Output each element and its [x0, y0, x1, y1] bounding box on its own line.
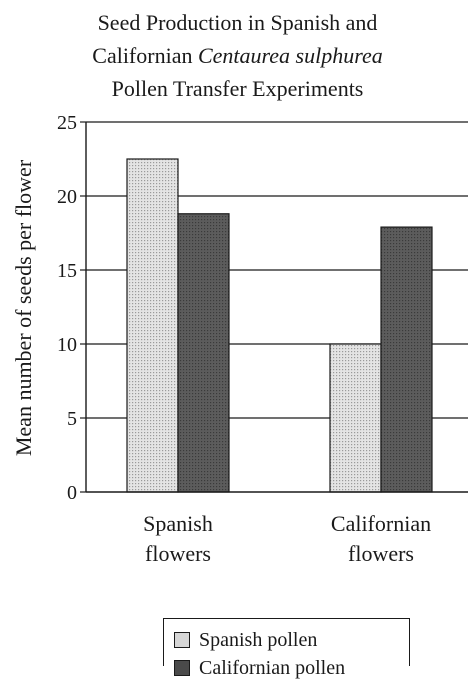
y-tick-label-25: 25 — [57, 112, 77, 134]
legend: Spanish pollen Californian pollen — [163, 618, 410, 679]
bar-californian-pollen-0 — [177, 213, 230, 493]
chart-title-line-2: Californian Centaurea sulphurea — [0, 39, 475, 72]
legend-item-californian-pollen: Californian pollen — [174, 657, 345, 679]
legend-swatch-californian-pollen — [174, 660, 190, 676]
y-axis-label: Mean number of seeds per flower — [11, 159, 36, 456]
chart-title-line-1: Seed Production in Spanish and — [97, 10, 378, 35]
y-tick-label-0: 0 — [67, 482, 77, 504]
legend-label-spanish-pollen: Spanish pollen — [199, 628, 318, 651]
bar-spanish-pollen-1 — [329, 343, 382, 493]
bar-chart: 0 5 10 15 20 25 Spanish flowers Californian flow… — [11, 112, 468, 566]
legend-swatch-spanish-pollen — [174, 632, 190, 648]
y-tick-label-5: 5 — [67, 408, 77, 430]
y-tick-label-20: 20 — [57, 186, 77, 208]
x-tick-label-1-1: flowers — [348, 541, 414, 566]
legend-label-californian-pollen: Californian pollen — [199, 656, 346, 679]
bar-spanish-pollen-0 — [126, 158, 179, 493]
y-tick-labels: 0 5 10 15 20 25 — [57, 112, 77, 504]
chart-title: Seed Production in Spanish and Californi… — [0, 6, 475, 105]
legend-item-spanish-pollen: Spanish pollen — [174, 629, 317, 651]
x-tick-label-0-1: flowers — [145, 541, 211, 566]
x-tick-label-0-0: Spanish — [143, 511, 213, 536]
x-tick-label-1-0: Californian — [331, 511, 431, 536]
y-tick-label-10: 10 — [57, 334, 77, 356]
chart-title-line-2-prefix: Californian — [92, 43, 198, 68]
chart-title-line-3: Pollen Transfer Experiments — [111, 76, 364, 101]
bar-californian-pollen-1 — [380, 226, 433, 493]
bars — [126, 158, 433, 493]
axes — [80, 121, 468, 493]
x-tick-labels: Spanish flowers Californian flowers — [143, 511, 431, 566]
chart-title-species: Centaurea sulphurea — [197, 43, 383, 68]
y-tick-label-15: 15 — [57, 260, 77, 282]
